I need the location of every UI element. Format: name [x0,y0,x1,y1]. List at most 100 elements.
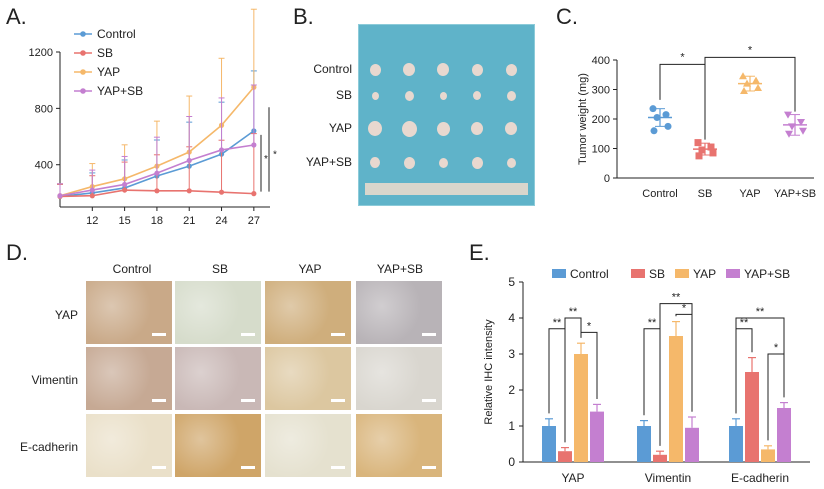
y-tick-label: 400 [592,55,610,67]
legend-swatch [552,269,566,278]
legend-marker [80,50,86,56]
tumor-photo [358,24,535,206]
tumor-specimen [506,157,516,168]
data-point [186,188,192,194]
ihc-image [265,281,351,344]
y-tick-label: 3 [508,347,515,361]
ihc-image [356,281,442,344]
tumor-specimen [403,156,415,169]
significance-bracket [564,317,582,443]
tumor-specimen [437,63,449,76]
ihc-column-header: YAP [298,262,322,276]
legend-marker [80,31,86,37]
bar [653,454,667,462]
ihc-column-header: Control [112,262,152,276]
x-tick-label: 27 [248,215,260,227]
data-point [89,193,95,199]
significance-bracket [548,328,566,443]
significance-star: * [680,51,685,63]
data-point [57,193,63,199]
panel-label-d: D. [6,240,28,265]
ihc-image [175,281,261,344]
ihc-row-label: Vimentin [31,373,78,387]
tumor-specimen [473,91,481,100]
y-tick-label: 0 [508,455,515,469]
significance-bracket [659,63,706,140]
ihc-image [175,347,261,410]
tumor-specimen [471,122,483,135]
bar [777,408,791,462]
data-point [653,114,661,122]
legend-swatch [675,269,689,278]
data-point [799,127,807,135]
data-point [698,146,706,154]
ihc-row-label: YAP [54,308,78,322]
ihc-image [265,414,351,477]
y-axis-title: Tumor weight (mg) [577,73,589,165]
y-tick-label: 2 [508,383,515,397]
data-point [251,142,257,148]
tumor-specimen [505,63,517,76]
y-tick-label: 300 [592,85,610,97]
scale-bar [422,466,436,469]
significance-star: * [682,302,687,314]
data-point [251,191,257,197]
significance-star: ** [648,317,657,329]
y-tick-label: 100 [592,144,610,156]
tumor-specimen [439,91,447,100]
bar [574,354,588,462]
significance-star: * [273,150,277,161]
tumor-specimen [370,157,380,168]
legend-label: YAP [97,65,120,79]
bar [558,451,572,462]
scale-bar [331,466,345,469]
ihc-image [86,281,172,344]
data-point [218,189,225,195]
data-point [797,118,805,126]
scale-bar [331,399,345,402]
legend-label: YAP+SB [97,84,143,98]
x-tick-label: 15 [118,215,130,227]
x-tick-label: 18 [151,215,163,227]
data-point [649,105,657,113]
tumor-specimen [505,122,517,135]
legend-label: SB [649,267,665,281]
data-point [707,143,715,151]
significance-bracket [580,331,598,399]
panel-label-c: C. [556,4,578,29]
y-tick-label: 1200 [29,47,53,59]
photo-row-label: Control [313,62,352,76]
legend-swatch [631,269,645,278]
bar [542,426,556,462]
bar [745,372,759,462]
data-point [650,127,658,135]
bar [761,449,775,462]
tumor-specimen [436,121,450,136]
ihc-row-label: E-cadherin [19,440,78,454]
x-tick-label: YAP [561,471,584,485]
scale-bar [241,399,255,402]
data-point [785,130,793,138]
legend-marker [80,88,86,94]
scale-bar [152,399,166,402]
bar [685,427,699,462]
x-tick-label: 24 [215,215,227,227]
scale-bar [152,466,166,469]
data-point [752,76,760,84]
x-tick-label: Control [642,188,677,200]
tumor-specimen [369,63,381,76]
data-point [122,181,128,188]
tumor-specimen [401,120,417,137]
data-point [740,86,748,94]
x-tick-label: E-cadherin [731,471,789,485]
tumor-specimen [371,91,379,100]
data-point [89,187,95,193]
panel-label-e: E. [469,240,490,265]
ihc-column-header: YAP+SB [376,262,424,276]
scale-bar [422,399,436,402]
data-point [186,157,192,164]
tumor-specimen [404,90,414,101]
tumor-specimen [438,157,448,168]
significance-star: * [264,154,268,165]
significance-star: ** [740,317,749,329]
